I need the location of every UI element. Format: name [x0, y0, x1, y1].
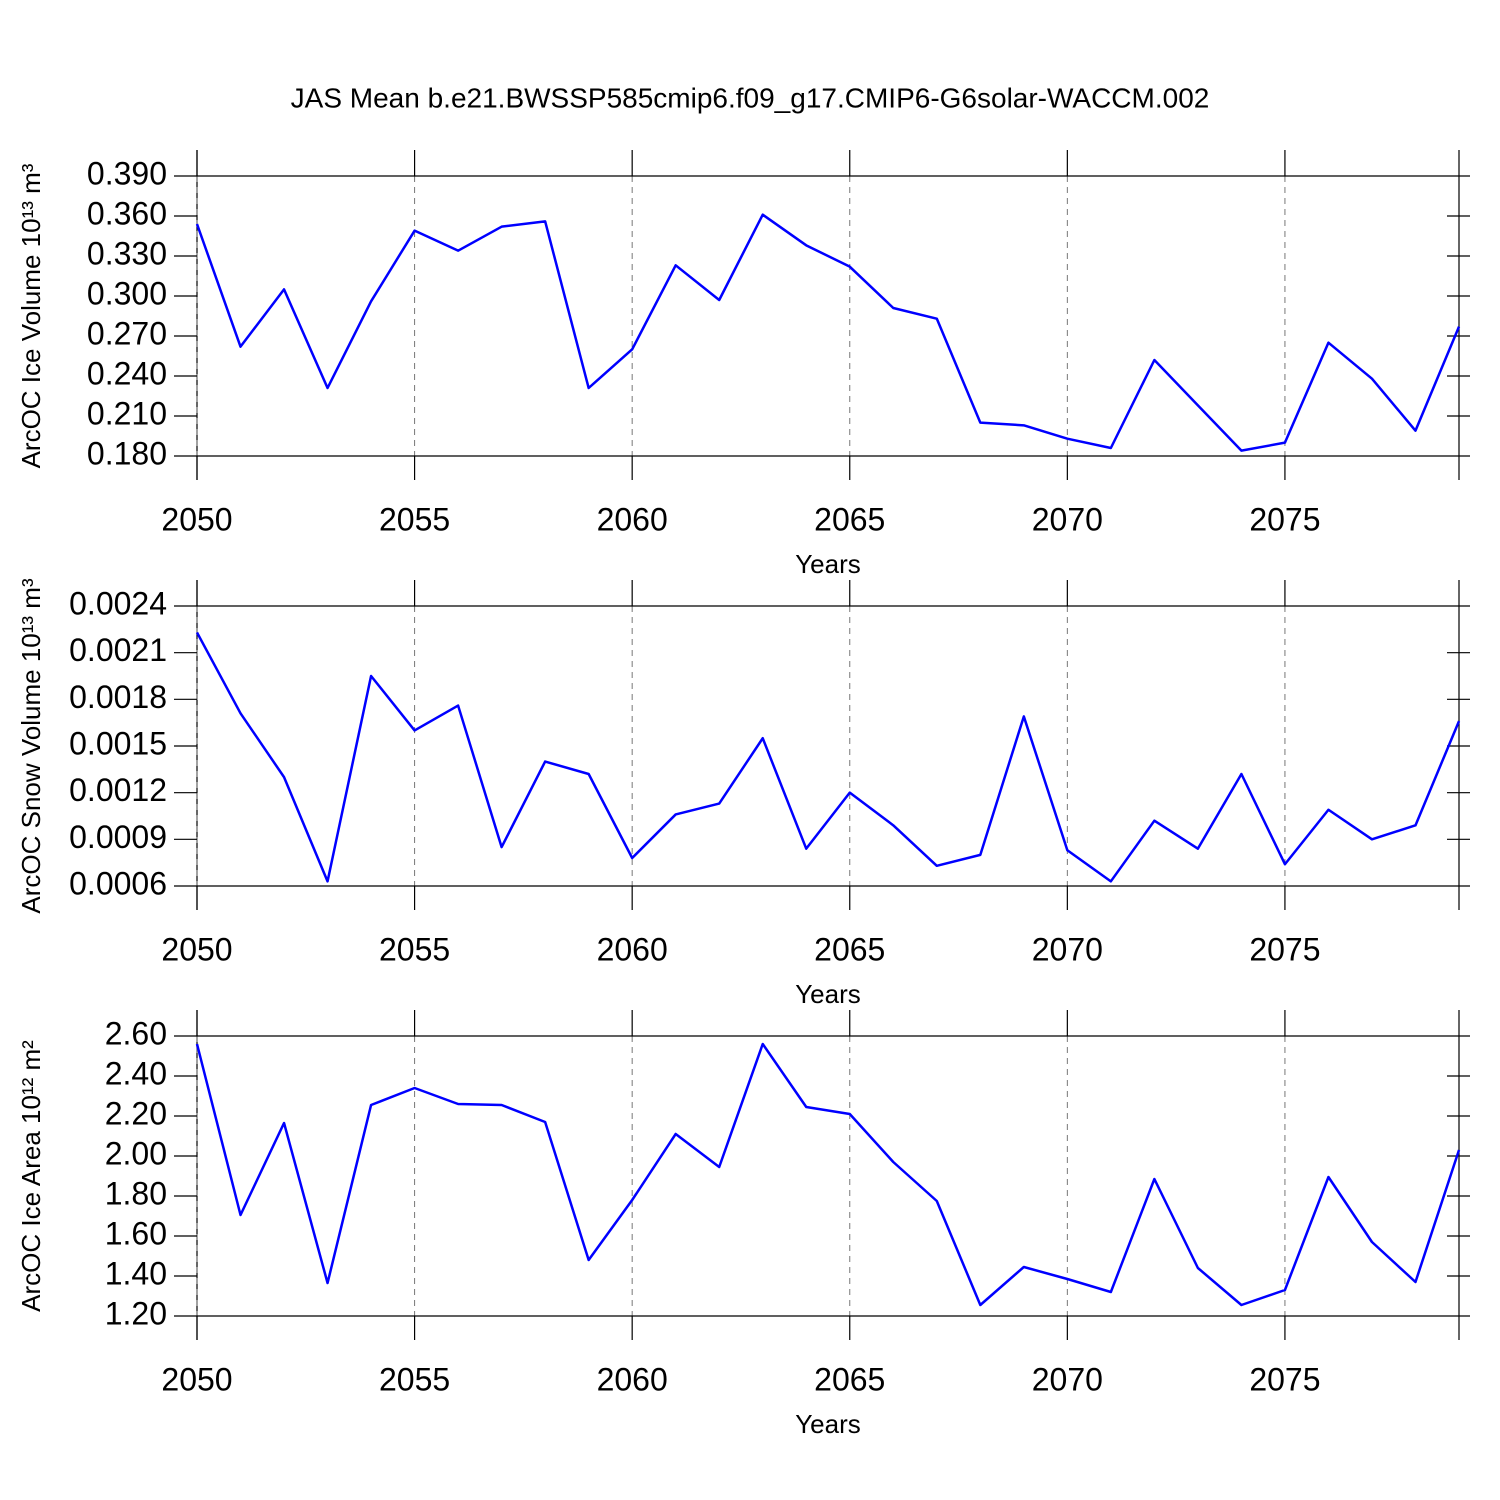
- y-tick-label: 0.0021: [69, 632, 167, 668]
- x-tick-label: 2070: [1032, 501, 1103, 537]
- x-tick-label: 2050: [161, 931, 232, 967]
- y-tick-label: 1.80: [105, 1175, 167, 1211]
- y-tick-label: 0.300: [87, 275, 167, 311]
- y-tick-label: 2.00: [105, 1135, 167, 1171]
- x-tick-label: 2065: [814, 501, 885, 537]
- x-tick-label: 2055: [379, 1361, 450, 1397]
- data-line: [195, 213, 1461, 452]
- x-tick-label: 2070: [1032, 1361, 1103, 1397]
- x-tick-label: 2065: [814, 931, 885, 967]
- x-tick-label: 2050: [161, 501, 232, 537]
- x-tick-label: 2060: [597, 501, 668, 537]
- x-tick-label: 2055: [379, 931, 450, 967]
- x-axis-title: Years: [795, 1409, 861, 1439]
- y-tick-label: 1.20: [105, 1295, 167, 1331]
- y-tick-label: 0.0024: [69, 585, 167, 621]
- y-tick-label: 0.0012: [69, 772, 167, 808]
- data-line: [195, 1042, 1461, 1307]
- data-line: [195, 631, 1461, 883]
- x-tick-label: 2060: [597, 1361, 668, 1397]
- y-tick-label: 0.390: [87, 155, 167, 191]
- y-tick-label: 0.210: [87, 395, 167, 431]
- x-tick-label: 2075: [1249, 501, 1320, 537]
- x-axis-title: Years: [795, 979, 861, 1009]
- x-tick-label: 2060: [597, 931, 668, 967]
- x-tick-label: 2065: [814, 1361, 885, 1397]
- y-tick-label: 0.240: [87, 355, 167, 391]
- y-tick-label: 1.40: [105, 1255, 167, 1291]
- y-tick-label: 0.0015: [69, 725, 167, 761]
- y-axis-title: ArcOC Ice Area 10¹² m²: [16, 1040, 46, 1312]
- x-tick-label: 2075: [1249, 1361, 1320, 1397]
- y-tick-label: 0.0018: [69, 679, 167, 715]
- y-tick-label: 0.0006: [69, 865, 167, 901]
- y-tick-label: 0.330: [87, 235, 167, 271]
- y-tick-label: 0.270: [87, 315, 167, 351]
- y-tick-label: 2.60: [105, 1015, 167, 1051]
- y-axis-title: ArcOC Snow Volume 10¹³ m³: [16, 578, 46, 914]
- y-tick-label: 1.60: [105, 1215, 167, 1251]
- y-axis-title: ArcOC Ice Volume 10¹³ m³: [16, 163, 46, 468]
- y-tick-label: 0.360: [87, 195, 167, 231]
- x-axis-title: Years: [795, 549, 861, 579]
- chart-title: JAS Mean b.e21.BWSSP585cmip6.f09_g17.CMI…: [291, 82, 1210, 113]
- x-tick-label: 2050: [161, 1361, 232, 1397]
- x-tick-label: 2055: [379, 501, 450, 537]
- y-tick-label: 0.180: [87, 435, 167, 471]
- y-tick-label: 0.0009: [69, 819, 167, 855]
- x-tick-label: 2075: [1249, 931, 1320, 967]
- x-tick-label: 2070: [1032, 931, 1103, 967]
- y-tick-label: 2.40: [105, 1055, 167, 1091]
- y-tick-label: 2.20: [105, 1095, 167, 1131]
